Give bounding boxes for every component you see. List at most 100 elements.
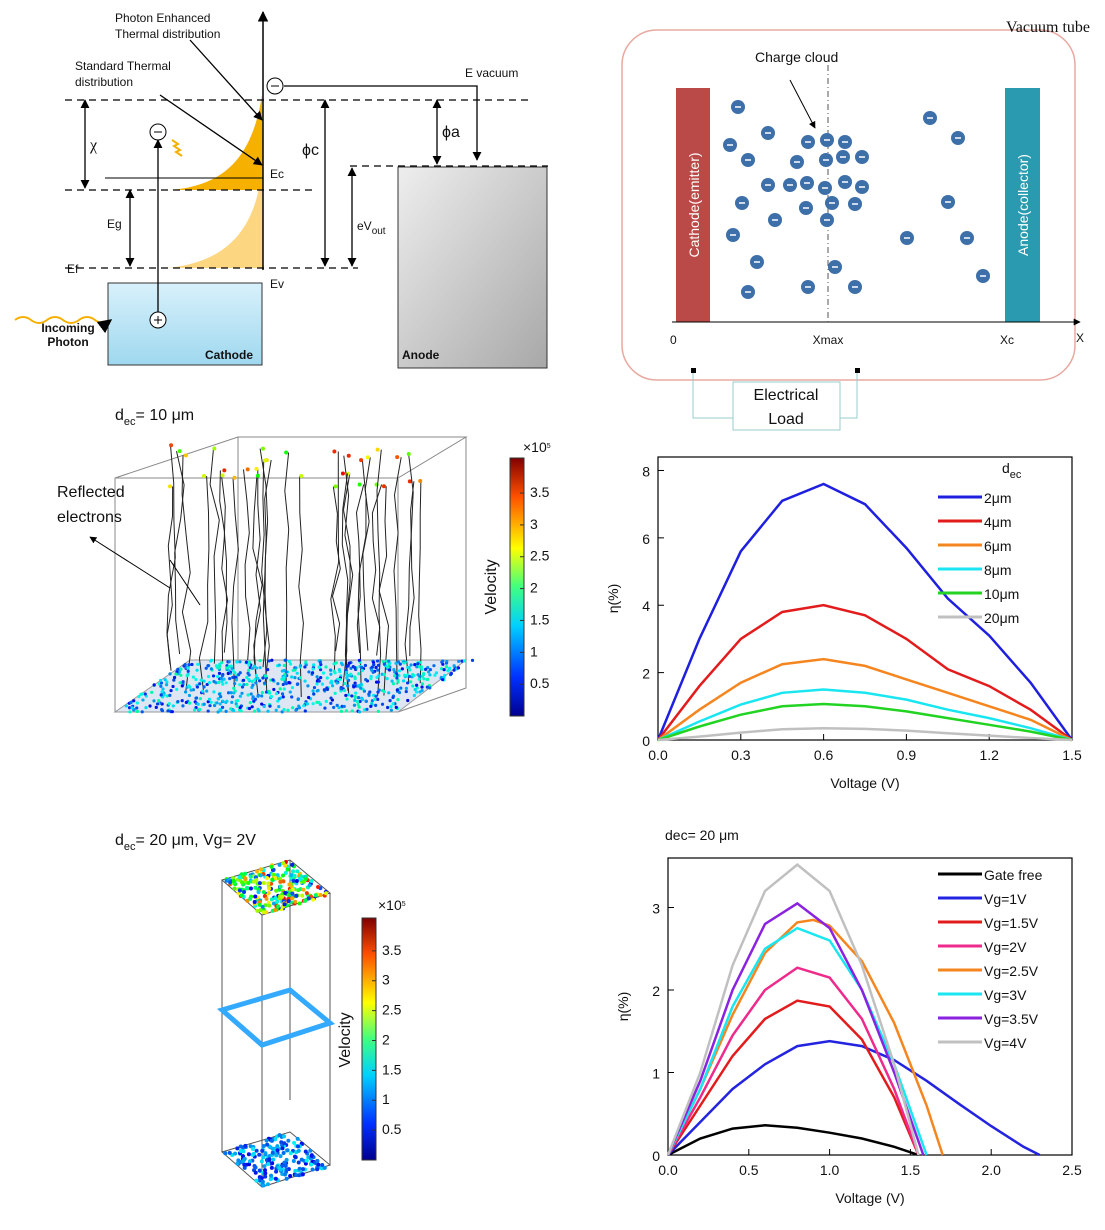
label: Load bbox=[768, 411, 804, 428]
emitter-dot bbox=[270, 658, 274, 662]
emitter-dot bbox=[339, 687, 343, 691]
emitter-dot bbox=[165, 694, 169, 698]
emitter-dot bbox=[353, 675, 357, 679]
electron-dot bbox=[177, 449, 182, 454]
emitter-dot bbox=[444, 661, 449, 665]
emitter-dot bbox=[280, 692, 285, 696]
emitter-dot bbox=[266, 881, 271, 886]
emitter-dot bbox=[404, 689, 408, 694]
emitter-dot bbox=[310, 1167, 315, 1172]
emitter-dot bbox=[135, 706, 139, 710]
emitter-dot bbox=[338, 677, 342, 681]
emitter-dot bbox=[216, 675, 220, 679]
emitter-dot bbox=[254, 1148, 259, 1153]
colorbar-label: Velocity bbox=[337, 1012, 354, 1067]
emitter-dot bbox=[333, 691, 337, 695]
emitter-dot bbox=[428, 668, 432, 672]
emitter-dot bbox=[406, 665, 410, 670]
emitter-dot bbox=[290, 891, 295, 896]
emitter-dot bbox=[285, 867, 290, 872]
emitter-dot bbox=[256, 694, 260, 698]
legend-label: Gate free bbox=[984, 867, 1043, 883]
electron-dot bbox=[346, 453, 351, 458]
electron-dot bbox=[232, 475, 237, 480]
emitter-dot bbox=[175, 687, 179, 691]
emitter-dot bbox=[324, 891, 329, 896]
enhanced-distribution bbox=[170, 95, 263, 190]
emitter-dot bbox=[227, 1150, 232, 1155]
emitter-dot bbox=[248, 886, 253, 891]
trajectory bbox=[330, 451, 340, 673]
emitter-dot bbox=[439, 667, 444, 671]
emitter-dot bbox=[254, 681, 258, 685]
emitter-dot bbox=[172, 675, 177, 680]
emitter-dot bbox=[300, 1172, 305, 1177]
emitter-dot bbox=[231, 879, 236, 884]
emitter-dot bbox=[269, 897, 274, 902]
electron-dot bbox=[168, 484, 173, 489]
emitter-dot bbox=[247, 1159, 252, 1164]
emitter-dot bbox=[462, 659, 467, 663]
emitter-dot bbox=[288, 1173, 293, 1178]
cathode-box bbox=[107, 282, 263, 366]
emitter-dot bbox=[376, 697, 380, 701]
emitter-dot bbox=[329, 696, 333, 700]
emitter-dot bbox=[152, 699, 156, 703]
emitter-dot bbox=[353, 698, 357, 702]
emitter-dot bbox=[329, 681, 333, 685]
emitter-dot bbox=[339, 709, 343, 713]
emitter-dot bbox=[306, 684, 310, 688]
x-tick-label: 1.5 bbox=[1062, 747, 1082, 763]
electron-dot bbox=[220, 473, 225, 478]
emitter-dot bbox=[228, 676, 232, 681]
emitter-dot bbox=[357, 658, 361, 662]
emitter-dot bbox=[269, 864, 274, 869]
series-line bbox=[666, 918, 944, 1156]
emitter-dot bbox=[416, 673, 420, 677]
emitter-dot bbox=[358, 699, 362, 704]
emitter-dot bbox=[420, 667, 424, 671]
emitter-dot bbox=[298, 676, 302, 680]
colorbar-tick: 2.5 bbox=[530, 548, 550, 564]
emitter-dot bbox=[274, 692, 279, 696]
emitter-dot bbox=[411, 684, 415, 688]
emitter-dot bbox=[291, 1159, 296, 1164]
emitter-dot bbox=[276, 682, 280, 686]
emitter-dot bbox=[195, 685, 199, 689]
emitter-dot bbox=[274, 1169, 279, 1174]
electron-dot bbox=[357, 482, 362, 487]
emitter-dot bbox=[343, 681, 347, 686]
emitter-dot bbox=[301, 1167, 306, 1172]
x-tick-label: 2.0 bbox=[981, 1162, 1001, 1178]
emitter-dot bbox=[386, 705, 390, 710]
emitter-dot bbox=[283, 863, 288, 868]
trajectory bbox=[298, 475, 304, 697]
label: = 10 μm bbox=[136, 407, 195, 424]
electron-dot bbox=[201, 473, 206, 478]
emitter-dot bbox=[402, 661, 406, 665]
emitter-dot bbox=[434, 671, 439, 675]
colorbar bbox=[361, 917, 377, 1161]
emitter-dot bbox=[241, 1149, 246, 1154]
emitter-dot bbox=[276, 699, 280, 703]
label: Standard Thermal bbox=[75, 59, 171, 73]
electron-dot bbox=[407, 479, 412, 484]
emitter-dot bbox=[257, 1168, 262, 1173]
x-tick-label: 0.0 bbox=[658, 1162, 678, 1178]
emitter-dot bbox=[261, 910, 266, 915]
emitter-dot bbox=[297, 901, 302, 906]
emitter-dot bbox=[444, 665, 449, 669]
emitter-dot bbox=[350, 694, 354, 698]
electron-dot bbox=[255, 473, 260, 478]
label: Charge cloud bbox=[755, 49, 838, 65]
emitter-dot bbox=[132, 699, 136, 703]
emitter-dot bbox=[185, 674, 189, 678]
emitter-dot bbox=[262, 681, 267, 685]
emitter-dot bbox=[387, 659, 391, 663]
emitter-dot bbox=[328, 668, 333, 672]
electron-dot bbox=[375, 447, 380, 452]
label: Photon Enhanced bbox=[115, 11, 210, 25]
electron-dot bbox=[263, 458, 268, 463]
emitter-dot bbox=[256, 707, 260, 711]
emitter-dot bbox=[391, 682, 396, 686]
